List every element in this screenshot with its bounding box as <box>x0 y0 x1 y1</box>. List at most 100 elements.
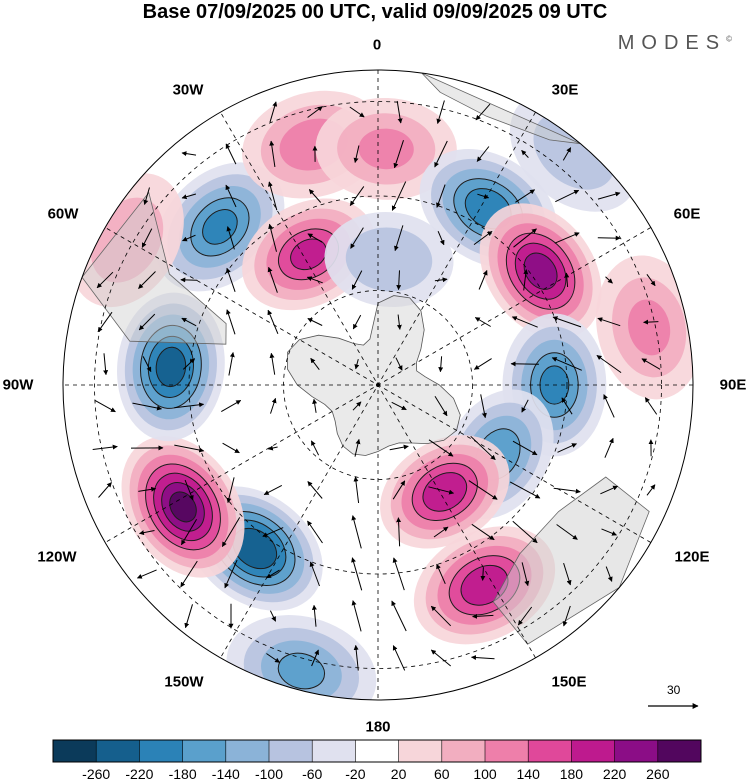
colorbar-frame <box>52 739 702 763</box>
wind-vector <box>600 485 619 495</box>
wind-vector <box>143 187 150 205</box>
wind-vector <box>553 487 581 494</box>
wind-vector <box>473 358 492 370</box>
anomaly-contour <box>345 227 433 292</box>
antarctica-outline <box>286 295 461 456</box>
wind-vector <box>597 191 621 200</box>
wind-vector <box>132 402 162 411</box>
wind-vector <box>396 314 402 330</box>
wind-vector <box>267 181 278 211</box>
wind-vector <box>308 189 322 203</box>
colorbar-swatch <box>657 740 702 762</box>
wind-vector <box>470 435 496 461</box>
wind-vector <box>352 401 362 411</box>
wind-vector <box>521 399 529 413</box>
wind-vector <box>136 569 157 579</box>
wind-vector <box>555 189 580 203</box>
wind-vector <box>473 230 493 246</box>
colorbar-tick-label: -60 <box>302 766 323 782</box>
wind-vector <box>221 517 241 548</box>
colorbar-tick-label: -100 <box>254 766 284 782</box>
wind-vector <box>434 140 448 168</box>
wind-vector <box>562 605 571 627</box>
wind-vector <box>521 150 529 158</box>
wind-vector <box>181 317 197 327</box>
reference-vector-label: 30 <box>667 683 681 697</box>
wind-vector <box>552 316 582 328</box>
wind-vector <box>480 567 486 581</box>
anomaly-contour <box>290 238 327 271</box>
wind-vector <box>142 356 152 373</box>
wind-vector <box>139 530 155 536</box>
wind-vector <box>349 186 365 207</box>
wind-vector <box>307 233 323 243</box>
colorbar-swatch <box>528 740 572 762</box>
wind-vector <box>391 600 407 632</box>
lon-label-120e: 120E <box>674 548 710 566</box>
latitude-circle <box>94 101 662 669</box>
wind-vector <box>551 357 582 371</box>
anomaly-contour <box>155 346 187 388</box>
colorbar-swatch <box>398 740 443 762</box>
wind-vector <box>138 313 156 331</box>
lon-label-30e: 30E <box>551 81 579 99</box>
wind-vector <box>391 181 407 211</box>
wind-vector <box>98 482 112 498</box>
wind-vector <box>605 276 613 284</box>
wind-vector <box>221 399 242 413</box>
wind-vector <box>184 479 194 501</box>
pole-marker <box>376 383 380 387</box>
wind-vector <box>96 271 114 289</box>
wind-vector <box>512 520 538 544</box>
wind-vector <box>523 269 529 291</box>
anomaly-field <box>70 90 693 700</box>
wind-vector <box>180 519 198 546</box>
wind-vector <box>596 354 622 374</box>
wind-vector <box>437 231 445 246</box>
wind-vector <box>181 193 197 200</box>
wind-vector <box>557 443 577 453</box>
wind-vector <box>476 146 490 162</box>
wind-vector <box>138 486 157 492</box>
wind-vector <box>174 444 205 453</box>
map-border <box>62 69 694 701</box>
wind-vector <box>226 309 236 335</box>
wind-vector <box>597 317 621 327</box>
lon-label-120w: 120W <box>37 548 77 566</box>
wind-vector <box>641 358 661 370</box>
wind-vector <box>434 277 448 283</box>
colorbar-tick-label: -20 <box>345 766 366 782</box>
wind-vector <box>312 398 318 413</box>
colorbar-tick-label: 140 <box>516 766 540 782</box>
wind-vector <box>396 270 402 291</box>
wind-vector <box>268 223 277 252</box>
africa-outline <box>421 72 581 145</box>
wind-vector <box>97 311 113 333</box>
wind-vector <box>307 106 323 118</box>
lon-label-60e: 60E <box>673 205 701 223</box>
wind-vector <box>311 649 319 667</box>
wind-vector <box>310 357 320 371</box>
wind-vector <box>436 184 446 208</box>
wind-vector <box>262 527 284 537</box>
wind-vector <box>307 481 323 499</box>
colorbar-tick-label: 260 <box>646 766 670 782</box>
wind-vector <box>225 143 237 165</box>
wind-vector <box>474 317 491 327</box>
wind-vector <box>603 394 615 418</box>
south-america-outline <box>81 191 227 345</box>
wind-vector <box>513 228 537 248</box>
wind-vector <box>601 528 617 536</box>
wind-vector <box>556 524 578 540</box>
lon-label-0: 0 <box>372 36 382 54</box>
colorbar-swatch <box>614 740 659 762</box>
map-title: Base 07/09/2025 00 UTC, valid 09/09/2025… <box>142 1 608 23</box>
colorbar <box>52 739 702 763</box>
wind-vector <box>396 100 403 124</box>
wind-vector <box>389 444 409 451</box>
wind-vector <box>604 437 614 458</box>
wind-vector <box>266 569 280 579</box>
wind-vector <box>269 352 276 375</box>
lon-label-90w: 90W <box>2 376 34 394</box>
colorbar-swatch <box>139 740 184 762</box>
